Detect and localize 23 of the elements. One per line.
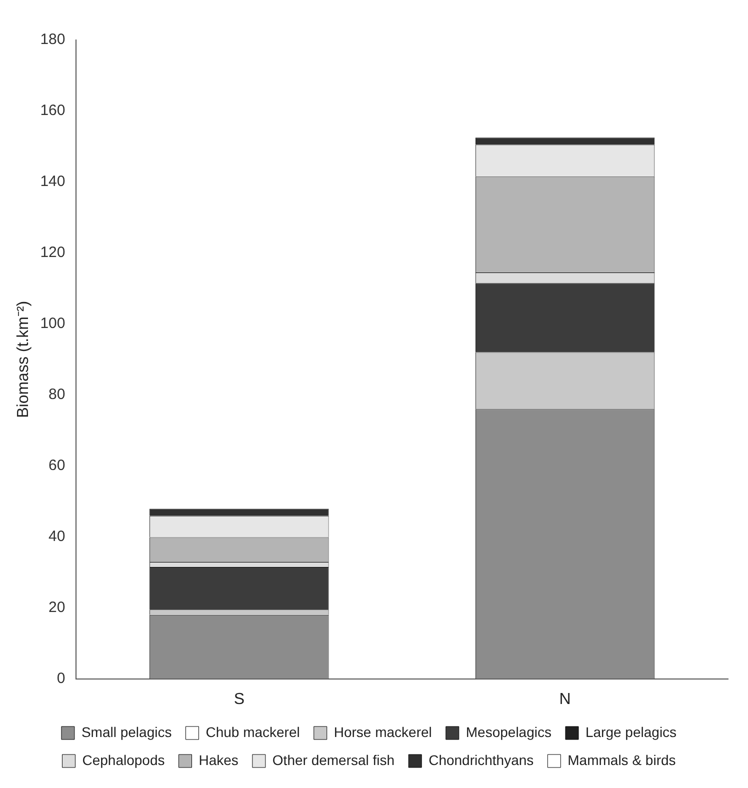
- x-tick-label: N: [559, 690, 571, 708]
- y-tick-label: 140: [40, 173, 66, 190]
- y-tick-label: 180: [40, 31, 66, 48]
- y-tick-label: 120: [40, 244, 66, 262]
- legend-label: Chub mackerel: [206, 724, 300, 740]
- legend-label: Large pelagics: [585, 724, 677, 740]
- y-tick-label: 0: [56, 670, 66, 687]
- legend-label: Chondrichthyans: [428, 752, 534, 768]
- legend-label: Mammals & birds: [568, 752, 676, 768]
- legend-label: Other demersal fish: [272, 752, 395, 768]
- y-tick-label: 80: [48, 386, 66, 404]
- y-tick-label: 60: [48, 457, 66, 474]
- legend-label: Mesopelagics: [466, 724, 552, 740]
- y-axis-title: Biomass (t.km⁻²): [15, 300, 32, 418]
- y-tick-label: 20: [48, 598, 66, 616]
- x-tick-label: S: [234, 690, 245, 708]
- y-tick-label: 160: [40, 102, 66, 120]
- y-tick-label: 40: [48, 528, 66, 545]
- legend-label: Hakes: [198, 752, 238, 768]
- legend-label: Cephalopods: [82, 752, 165, 768]
- legend-label: Small pelagics: [81, 724, 172, 740]
- legend-label: Horse mackerel: [334, 724, 432, 740]
- y-tick-label: 100: [40, 315, 66, 332]
